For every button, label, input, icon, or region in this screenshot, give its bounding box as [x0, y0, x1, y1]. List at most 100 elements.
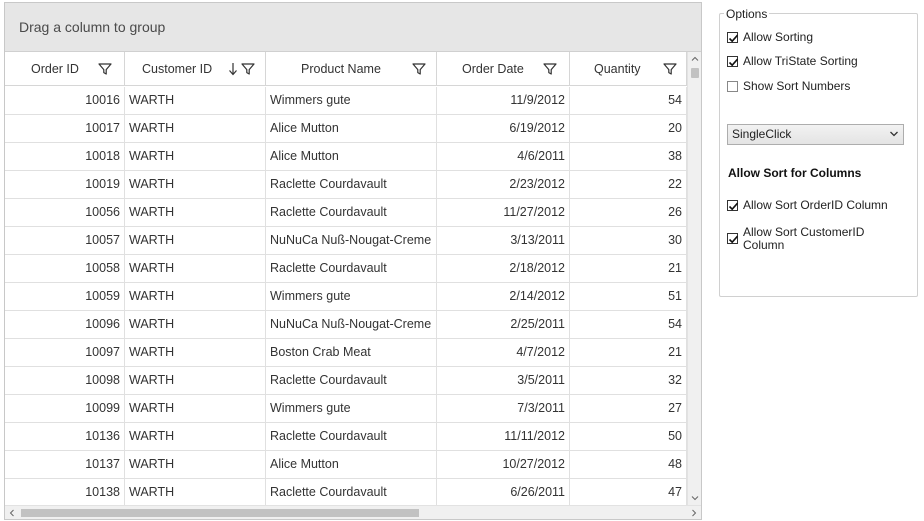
table-row[interactable]: 10059 WARTH Wimmers gute 2/14/2012 51 — [5, 283, 687, 311]
order-date-cell[interactable]: 11/9/2012 — [437, 87, 570, 114]
order-date-cell[interactable]: 4/6/2011 — [437, 143, 570, 170]
order-id-cell[interactable]: 10099 — [5, 395, 125, 422]
allow-sort-customerid-checkbox[interactable]: Allow Sort CustomerID Column — [727, 226, 864, 252]
quantity-cell[interactable]: 20 — [570, 115, 687, 142]
order-id-cell[interactable]: 10018 — [5, 143, 125, 170]
table-row[interactable]: 10136 WARTH Raclette Courdavault 11/11/2012… — [5, 423, 687, 451]
product-name-cell[interactable]: Boston Crab Meat — [266, 339, 437, 366]
quantity-cell[interactable]: 47 — [570, 479, 687, 506]
order-date-cell[interactable]: 2/23/2012 — [437, 171, 570, 198]
order-id-cell[interactable]: 10056 — [5, 199, 125, 226]
scroll-down-icon[interactable] — [688, 491, 702, 505]
table-row[interactable]: 10058 WARTH Raclette Courdavault 2/18/2012 2… — [5, 255, 687, 283]
column-header-customer-id[interactable]: Customer ID — [125, 52, 266, 86]
customer-id-cell[interactable]: WARTH — [125, 199, 266, 226]
table-row[interactable]: 10056 WARTH Raclette Courdavault 11/27/2012… — [5, 199, 687, 227]
customer-id-cell[interactable]: WARTH — [125, 311, 266, 338]
filter-icon[interactable] — [98, 62, 112, 76]
customer-id-cell[interactable]: WARTH — [125, 255, 266, 282]
order-date-cell[interactable]: 2/18/2012 — [437, 255, 570, 282]
quantity-cell[interactable]: 22 — [570, 171, 687, 198]
quantity-cell[interactable]: 54 — [570, 311, 687, 338]
customer-id-cell[interactable]: WARTH — [125, 227, 266, 254]
order-id-cell[interactable]: 10019 — [5, 171, 125, 198]
order-date-cell[interactable]: 6/26/2011 — [437, 479, 570, 506]
product-name-cell[interactable]: Wimmers gute — [266, 87, 437, 114]
order-date-cell[interactable]: 3/5/2011 — [437, 367, 570, 394]
quantity-cell[interactable]: 26 — [570, 199, 687, 226]
order-id-cell[interactable]: 10058 — [5, 255, 125, 282]
order-id-cell[interactable]: 10097 — [5, 339, 125, 366]
order-id-cell[interactable]: 10016 — [5, 87, 125, 114]
order-id-cell[interactable]: 10017 — [5, 115, 125, 142]
checkbox-box[interactable] — [727, 81, 738, 92]
quantity-cell[interactable]: 21 — [570, 255, 687, 282]
table-row[interactable]: 10096 WARTH NuNuCa Nuß-Nougat-Creme 2/25/20… — [5, 311, 687, 339]
product-name-cell[interactable]: Raclette Courdavault — [266, 479, 437, 506]
order-id-cell[interactable]: 10059 — [5, 283, 125, 310]
customer-id-cell[interactable]: WARTH — [125, 143, 266, 170]
customer-id-cell[interactable]: WARTH — [125, 283, 266, 310]
filter-icon[interactable] — [241, 62, 255, 76]
order-date-cell[interactable]: 6/19/2012 — [437, 115, 570, 142]
product-name-cell[interactable]: Alice Mutton — [266, 143, 437, 170]
column-header-order-id[interactable]: Order ID — [5, 52, 125, 86]
quantity-cell[interactable]: 54 — [570, 87, 687, 114]
table-row[interactable]: 10057 WARTH NuNuCa Nuß-Nougat-Creme 3/13/20… — [5, 227, 687, 255]
order-date-cell[interactable]: 11/11/2012 — [437, 423, 570, 450]
order-date-cell[interactable]: 2/14/2012 — [437, 283, 570, 310]
order-id-cell[interactable]: 10096 — [5, 311, 125, 338]
column-header-quantity[interactable]: Quantity — [570, 52, 687, 86]
quantity-cell[interactable]: 38 — [570, 143, 687, 170]
product-name-cell[interactable]: Alice Mutton — [266, 451, 437, 478]
filter-icon[interactable] — [543, 62, 557, 76]
product-name-cell[interactable]: NuNuCa Nuß-Nougat-Creme — [266, 311, 437, 338]
sort-click-action-select[interactable]: SingleClick — [727, 124, 904, 145]
table-row[interactable]: 10137 WARTH Alice Mutton 10/27/2012 48 — [5, 451, 687, 479]
order-id-cell[interactable]: 10057 — [5, 227, 125, 254]
customer-id-cell[interactable]: WARTH — [125, 339, 266, 366]
table-row[interactable]: 10016 WARTH Wimmers gute 11/9/2012 54 — [5, 87, 687, 115]
allow-sorting-checkbox[interactable]: Allow Sorting — [727, 31, 813, 44]
product-name-cell[interactable]: Raclette Courdavault — [266, 199, 437, 226]
table-row[interactable]: 10017 WARTH Alice Mutton 6/19/2012 20 — [5, 115, 687, 143]
quantity-cell[interactable]: 21 — [570, 339, 687, 366]
product-name-cell[interactable]: NuNuCa Nuß-Nougat-Creme — [266, 227, 437, 254]
checkbox-box[interactable] — [727, 233, 739, 244]
customer-id-cell[interactable]: WARTH — [125, 115, 266, 142]
order-id-cell[interactable]: 10138 — [5, 479, 125, 506]
order-id-cell[interactable]: 10136 — [5, 423, 125, 450]
customer-id-cell[interactable]: WARTH — [125, 395, 266, 422]
customer-id-cell[interactable]: WARTH — [125, 451, 266, 478]
quantity-cell[interactable]: 51 — [570, 283, 687, 310]
order-date-cell[interactable]: 10/27/2012 — [437, 451, 570, 478]
quantity-cell[interactable]: 30 — [570, 227, 687, 254]
allow-tristate-sorting-checkbox[interactable]: Allow TriState Sorting — [727, 55, 858, 68]
quantity-cell[interactable]: 48 — [570, 451, 687, 478]
order-id-cell[interactable]: 10137 — [5, 451, 125, 478]
order-id-cell[interactable]: 10098 — [5, 367, 125, 394]
checkbox-box[interactable] — [727, 56, 739, 67]
allow-sort-orderid-checkbox[interactable]: Allow Sort OrderID Column — [727, 199, 888, 212]
product-name-cell[interactable]: Wimmers gute — [266, 283, 437, 310]
table-row[interactable]: 10098 WARTH Raclette Courdavault 3/5/2011 32 — [5, 367, 687, 395]
checkbox-box[interactable] — [727, 32, 739, 43]
customer-id-cell[interactable]: WARTH — [125, 479, 266, 506]
scroll-right-icon[interactable] — [687, 506, 701, 520]
show-sort-numbers-checkbox[interactable]: Show Sort Numbers — [727, 80, 850, 93]
column-header-order-date[interactable]: Order Date — [437, 52, 570, 86]
customer-id-cell[interactable]: WARTH — [125, 87, 266, 114]
filter-icon[interactable] — [412, 62, 426, 76]
table-row[interactable]: 10097 WARTH Boston Crab Meat 4/7/2012 21 — [5, 339, 687, 367]
column-header-product-name[interactable]: Product Name — [266, 52, 437, 86]
order-date-cell[interactable]: 7/3/2011 — [437, 395, 570, 422]
checkbox-box[interactable] — [727, 200, 739, 211]
order-date-cell[interactable]: 4/7/2012 — [437, 339, 570, 366]
order-date-cell[interactable]: 11/27/2012 — [437, 199, 570, 226]
customer-id-cell[interactable]: WARTH — [125, 423, 266, 450]
vertical-scrollbar[interactable] — [687, 52, 701, 505]
table-row[interactable]: 10138 WARTH Raclette Courdavault 6/26/2011 4… — [5, 479, 687, 507]
product-name-cell[interactable]: Raclette Courdavault — [266, 171, 437, 198]
customer-id-cell[interactable]: WARTH — [125, 367, 266, 394]
horizontal-scrollbar[interactable] — [5, 505, 701, 519]
